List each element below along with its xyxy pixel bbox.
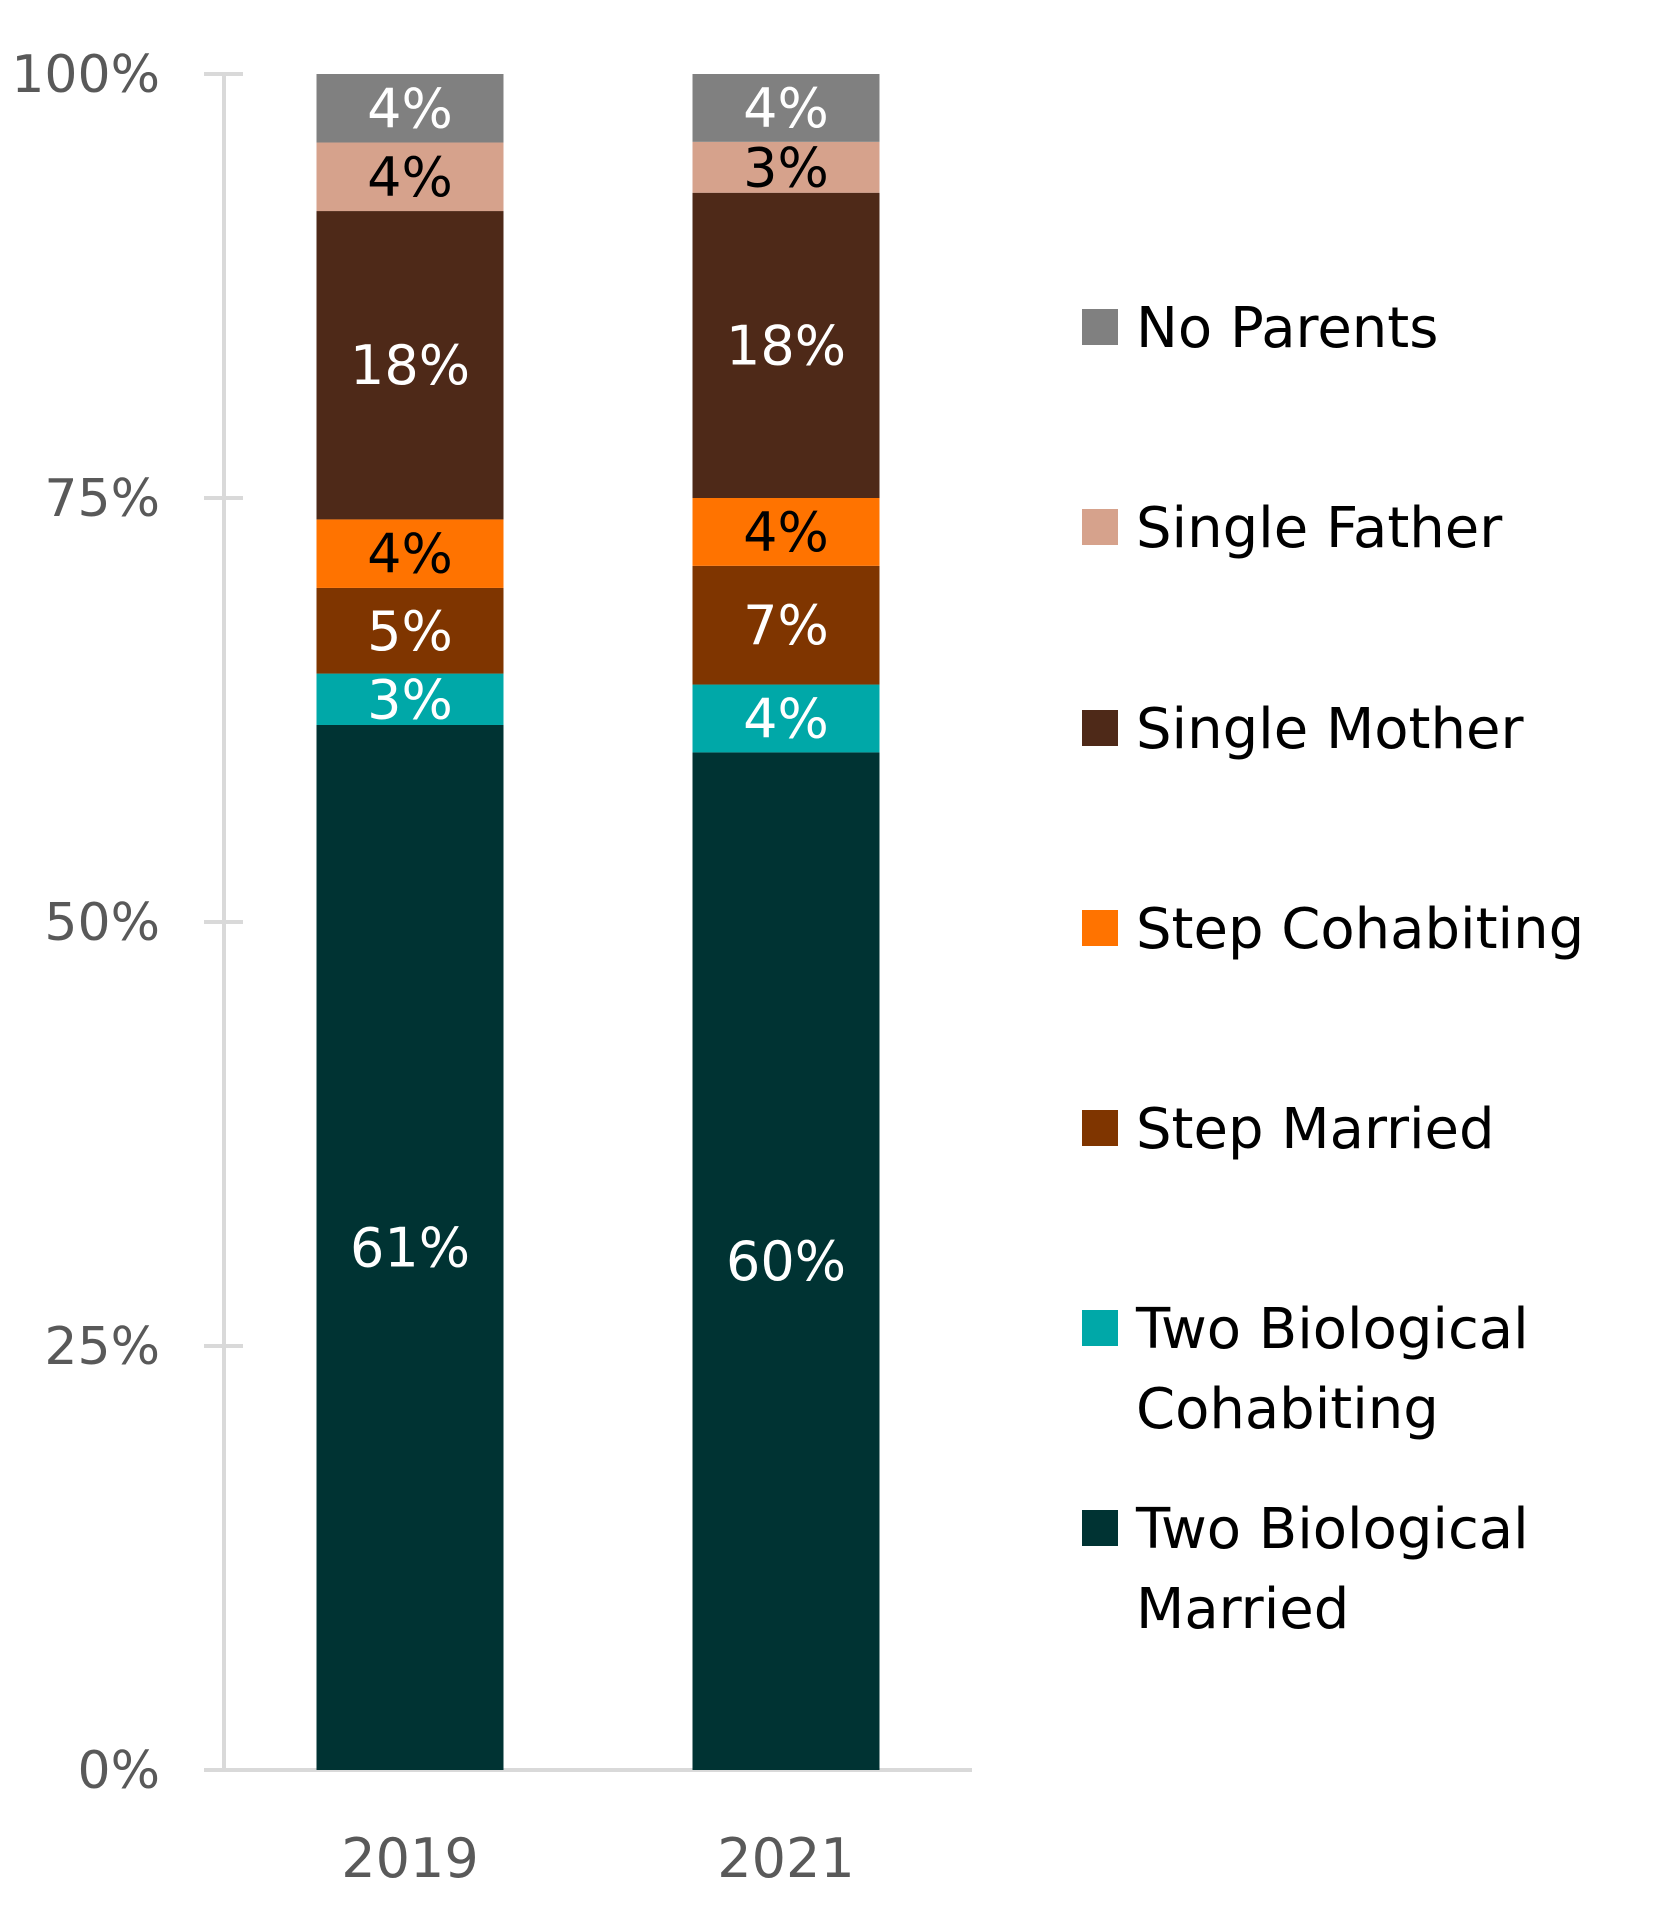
bar-segment [316,211,504,520]
bar-segment [316,142,504,212]
legend-label: Step Married [1136,1097,1495,1162]
legend-swatch [1082,1510,1118,1546]
x-category-label: 2021 [717,1827,854,1890]
data-label: 18% [350,334,470,397]
legend-label-line: Step Cohabiting [1136,897,1584,962]
legend-label-line: Cohabiting [1136,1377,1439,1442]
bar-segment [692,141,880,193]
legend-swatch [1082,910,1118,946]
data-label: 3% [743,136,829,199]
legend-label-line: Married [1136,1577,1349,1642]
data-label: 4% [367,146,453,209]
legend-swatch [1082,309,1118,345]
bar-segment [692,565,880,685]
data-label: 60% [726,1230,846,1293]
legend-label-line: No Parents [1136,296,1438,361]
legend-swatch [1082,710,1118,746]
legend-label-line: Two Biological [1135,1297,1529,1362]
data-label: 61% [350,1216,470,1279]
bar-segment [316,74,504,143]
y-tick-label: 0% [78,1741,161,1801]
data-label: 7% [743,594,829,657]
legend-label-line: Single Father [1136,496,1503,561]
y-tick-label: 100% [11,45,160,105]
bar-segment [316,673,504,725]
legend-label-line: Step Married [1136,1097,1495,1162]
bar-segment [692,752,880,1770]
legend-label: No Parents [1136,296,1438,361]
x-category-label: 2019 [341,1827,478,1890]
legend-label-line: Two Biological [1135,1497,1529,1562]
data-label: 4% [743,501,829,564]
bar-segment [692,684,880,753]
data-label: 4% [743,687,829,750]
legend-label: Two Biological Cohabiting [1135,1297,1529,1442]
data-label: 4% [367,523,453,586]
bar-segment [692,498,880,566]
y-tick-label: 25% [44,1317,160,1377]
legend-label: Step Cohabiting [1136,897,1584,962]
bar-segment [692,192,880,498]
legend-swatch [1082,509,1118,545]
legend-label: Single Father [1136,496,1503,561]
bar-segment [316,587,504,674]
data-label: 4% [367,77,453,140]
data-label: 4% [743,77,829,140]
bar-segment [692,74,880,142]
legend-label: Two Biological Married [1135,1497,1529,1642]
legend-label-line: Single Mother [1136,697,1524,762]
legend-swatch [1082,1310,1118,1346]
data-label: 18% [726,314,846,377]
bar-segment [316,519,504,588]
bar-segment [316,724,504,1770]
legend-swatch [1082,1110,1118,1146]
data-label: 5% [367,600,453,663]
y-tick-label: 75% [44,469,160,529]
y-tick-label: 50% [44,893,160,953]
data-label: 3% [367,668,453,731]
legend-label: Single Mother [1136,697,1524,762]
